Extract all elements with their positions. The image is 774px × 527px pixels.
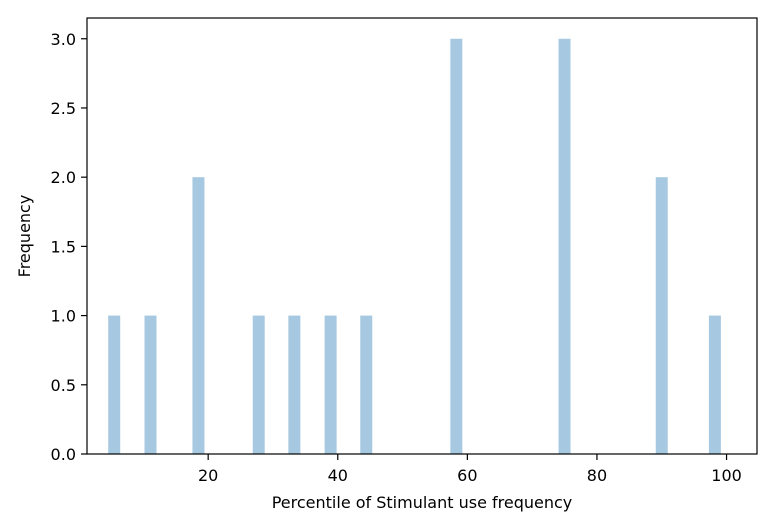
y-tick-label: 2.0 [51, 168, 76, 187]
x-tick-label: 100 [711, 466, 742, 485]
y-axis-label: Frequency [15, 195, 34, 278]
histogram-bar [558, 38, 571, 455]
x-tick-label: 20 [198, 466, 218, 485]
y-axis-ticks: 0.0 0.5 1.0 1.5 2.0 2.5 3.0 [51, 30, 87, 464]
y-tick-label: 0.5 [51, 376, 76, 395]
x-tick-label: 40 [328, 466, 348, 485]
histogram-bar [192, 177, 205, 454]
histogram-bar [288, 315, 301, 454]
x-axis-label: Percentile of Stimulant use frequency [272, 493, 573, 512]
x-tick-label: 80 [587, 466, 607, 485]
histogram-bar [655, 177, 668, 454]
histogram-bar [708, 315, 721, 454]
histogram-bar [450, 38, 463, 455]
x-axis-ticks: 20 40 60 80 100 [198, 454, 742, 485]
histogram-bar [144, 315, 157, 454]
y-tick-label: 0.0 [51, 445, 76, 464]
y-tick-label: 1.5 [51, 237, 76, 256]
histogram-bar [324, 315, 337, 454]
histogram-bar [108, 315, 121, 454]
histogram-bar [360, 315, 373, 454]
y-tick-label: 1.0 [51, 307, 76, 326]
plot-frame [86, 17, 758, 455]
histogram-bar [252, 315, 265, 454]
y-tick-label: 3.0 [51, 30, 76, 49]
histogram-bars [108, 38, 721, 455]
x-tick-label: 60 [457, 466, 477, 485]
y-tick-label: 2.5 [51, 99, 76, 118]
